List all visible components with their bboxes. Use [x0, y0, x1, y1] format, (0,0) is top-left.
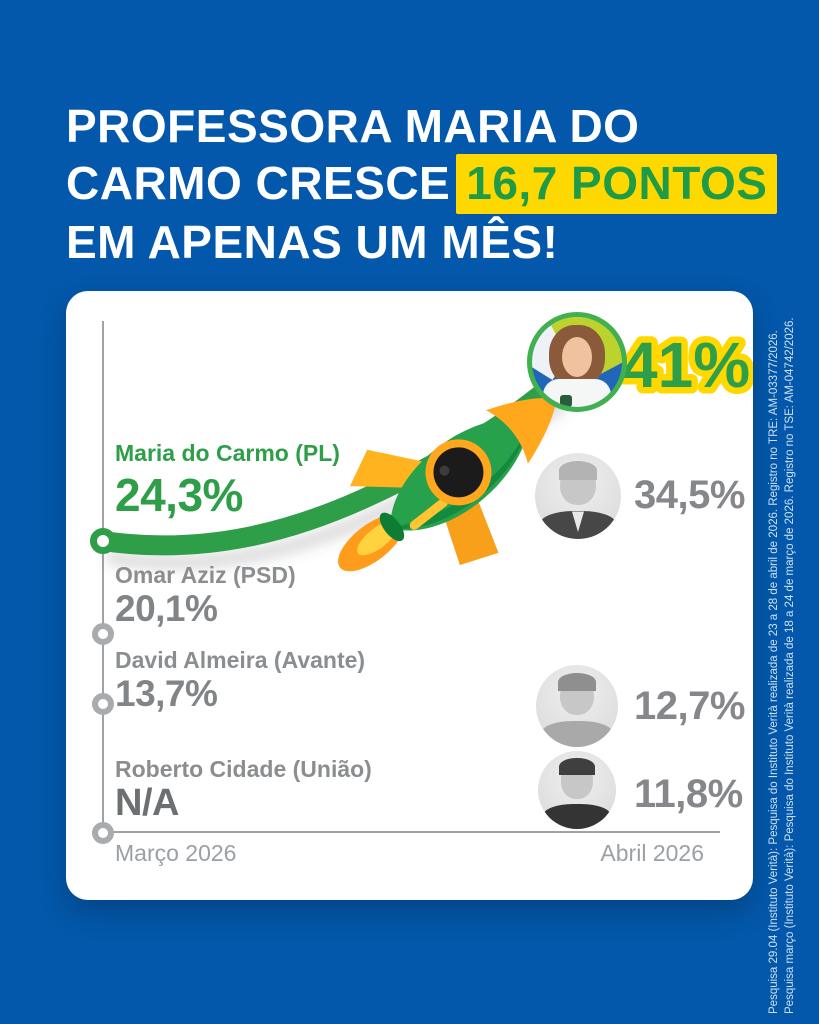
avatar-david-head	[558, 672, 597, 716]
headline: PROFESSORA MARIA DO CARMO CRESCE 16,7 PON…	[66, 98, 778, 270]
avatar-david	[536, 665, 618, 747]
footnote-line2: Pesquisa março (Instituto Verità): Pesqu…	[784, 317, 796, 1014]
avatar-maria-collar	[560, 395, 572, 407]
avatar-roberto-shoulders	[542, 804, 612, 829]
david-april-value: 12,7%	[634, 684, 745, 728]
chart-overlay: 41%	[93, 323, 753, 572]
marker-maria-march	[90, 528, 116, 554]
omar-march-value: 20,1%	[115, 588, 218, 629]
avatar-maria	[527, 312, 627, 412]
avatar-omar-head	[558, 460, 598, 506]
poll-registration-footnote: Pesquisa 29.04 (Instituto Verità): Pesqu…	[766, 317, 798, 1014]
x-tick-march: Março 2026	[115, 840, 237, 866]
avatar-maria-face	[562, 337, 592, 377]
y-axis-line	[102, 321, 104, 832]
marker-roberto-march	[92, 822, 114, 844]
maria-name-label: Maria do Carmo (PL)	[115, 440, 340, 466]
headline-line2-prefix: CARMO CRESCE	[66, 157, 451, 209]
david-name-label: David Almeira (Avante)	[115, 647, 366, 673]
avatar-roberto-head	[559, 758, 595, 799]
maria-april-value: 41%	[622, 329, 750, 401]
poll-chart-card: 41% Maria do Carmo (PL) 24,3% Omar Aziz …	[66, 291, 753, 900]
maria-march-value: 24,3%	[115, 469, 243, 521]
headline-highlight: 16,7 PONTOS	[456, 154, 778, 214]
avatar-roberto	[538, 751, 616, 829]
marker-david-march	[92, 693, 114, 715]
omar-name-label: Omar Aziz (PSD)	[115, 562, 296, 588]
omar-april-value: 34,5%	[634, 473, 745, 517]
avatar-david-shoulders	[540, 720, 614, 747]
x-axis-line	[103, 831, 720, 833]
roberto-name-label: Roberto Cidade (União)	[115, 756, 372, 782]
avatar-omar-shoulders	[540, 511, 616, 539]
headline-line2: CARMO CRESCE 16,7 PONTOS	[66, 154, 778, 214]
roberto-april-value: 11,8%	[634, 772, 743, 816]
david-march-value: 13,7%	[115, 673, 218, 714]
footnote-line1: Pesquisa 29.04 (Instituto Verità): Pesqu…	[768, 330, 780, 1014]
headline-line1: PROFESSORA MARIA DO	[66, 100, 640, 152]
rocket-icon	[338, 397, 557, 572]
x-tick-april: Abril 2026	[600, 840, 704, 866]
avatar-omar	[535, 453, 621, 539]
roberto-march-value: N/A	[115, 782, 179, 824]
marker-omar-march	[92, 623, 114, 645]
avatar-maria-body	[543, 379, 611, 407]
headline-line3: EM APENAS UM MÊS!	[66, 216, 559, 268]
